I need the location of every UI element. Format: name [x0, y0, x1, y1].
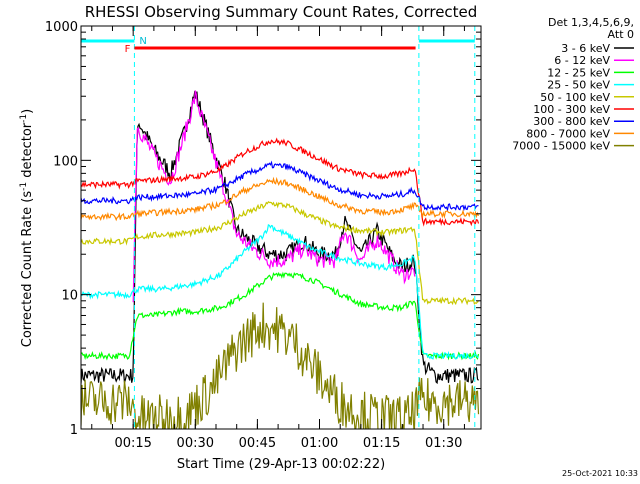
night-flag-label: N: [139, 36, 146, 47]
y-tick-label-2: 100: [53, 154, 78, 169]
legend-header-attenuator: Att 0: [608, 28, 634, 41]
x-tick-label-5: 01:30: [425, 436, 462, 451]
flare-flag-label: F: [125, 44, 131, 55]
legend-label-6: 300 - 800 keV: [533, 115, 610, 128]
legend-label-7: 800 - 7000 keV: [526, 127, 610, 140]
plot-frame: [80, 25, 482, 430]
legend-label-1: 6 - 12 keV: [554, 54, 610, 67]
x-tick-label-4: 01:15: [363, 436, 400, 451]
legend-label-5: 100 - 300 keV: [533, 103, 610, 116]
legend-label-8: 7000 - 15000 keV: [512, 140, 610, 153]
series-line-8: [81, 302, 480, 429]
legend-label-3: 25 - 50 keV: [547, 79, 610, 92]
legend-label-4: 50 - 100 keV: [540, 91, 610, 104]
y-axis-label: Corrected Count Rate (s-1 detector-1): [19, 109, 35, 347]
series-line-3: [81, 224, 479, 360]
x-axis-label: Start Time (29-Apr-13 00:02:22): [177, 457, 385, 472]
legend-label-0: 3 - 6 keV: [561, 42, 610, 55]
series-line-6: [81, 160, 479, 212]
x-tick-label-2: 00:45: [239, 436, 276, 451]
legend-label-2: 12 - 25 keV: [547, 66, 610, 79]
y-tick-label-0: 1: [70, 423, 78, 438]
legend-header-detectors: Det 1,3,4,5,6,9,: [548, 16, 634, 29]
series-line-1: [132, 90, 416, 303]
plot-area: FN 1 10 100 1000 00:15 00:30 00:45 01:00 01:15 01:…: [45, 20, 482, 451]
footer-date: 25-Oct-2021 10:33: [562, 469, 638, 478]
series-line-4: [81, 200, 479, 306]
x-tick-label-3: 01:00: [301, 436, 338, 451]
y-tick-label-3: 1000: [45, 20, 78, 35]
x-tick-label-1: 00:30: [177, 436, 214, 451]
series-lines: [81, 90, 480, 429]
x-tick-label-0: 00:15: [114, 436, 151, 451]
series-line-7: [81, 176, 480, 222]
y-tick-label-1: 10: [61, 289, 78, 304]
series-line-5: [81, 137, 480, 227]
chart-title: RHESSI Observing Summary Count Rates, Co…: [85, 3, 478, 21]
series-line-2: [81, 271, 480, 361]
